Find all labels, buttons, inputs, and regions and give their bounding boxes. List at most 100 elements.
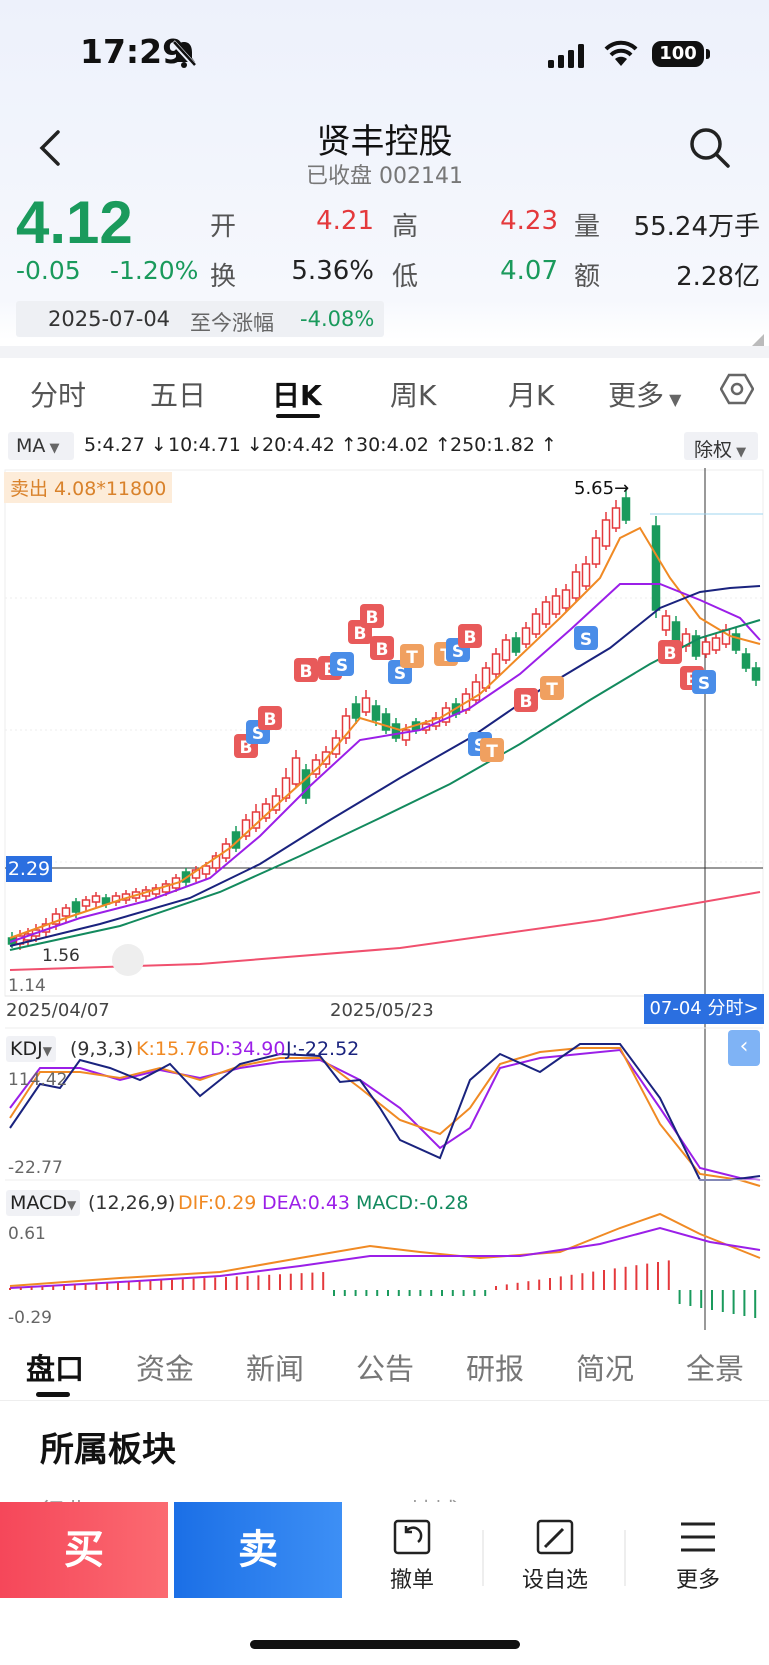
kdj-k-line — [9, 1047, 761, 1187]
tab-research[interactable]: 研报 — [466, 1352, 525, 1386]
trade-marker — [370, 636, 394, 660]
tab-more[interactable]: 更多 ▼ — [608, 379, 682, 412]
trade-marker-label: B — [464, 628, 477, 648]
price-change-pct: -1.20% — [110, 256, 199, 285]
low-value: 4.07 — [500, 256, 558, 286]
trade-marker-label: T — [546, 680, 558, 700]
tab-capital[interactable]: 资金 — [136, 1352, 195, 1386]
candle-body — [371, 705, 381, 721]
trade-marker-label: T — [406, 648, 418, 668]
tab-monthly-k[interactable]: 月K — [508, 379, 555, 412]
edit-watchlist-icon — [536, 1519, 574, 1555]
tab-divider — [0, 1400, 769, 1401]
ma-indicator-select[interactable]: MA ▼ — [8, 432, 74, 460]
expand-corner-icon[interactable] — [752, 334, 764, 346]
kdj-top-label: 114.42 — [8, 1070, 68, 1090]
candle-body — [691, 635, 701, 657]
tab-panorama[interactable]: 全景 — [686, 1352, 745, 1386]
tab-intraday[interactable]: 分时 — [30, 379, 87, 412]
amount-label: 额 — [574, 262, 601, 292]
macd-select-label: MACD — [10, 1192, 67, 1214]
adjust-select[interactable]: 除权 ▼ — [684, 432, 758, 461]
axis-min-label: 1.14 — [8, 976, 46, 996]
kdj-j-line — [9, 1043, 761, 1181]
cancel-order-button[interactable]: 撤单 — [362, 1518, 462, 1594]
tab-announcements[interactable]: 公告 — [356, 1352, 415, 1386]
candle-body — [51, 913, 61, 925]
candle-body — [301, 769, 311, 799]
high-label: 高 — [392, 212, 419, 242]
add-watchlist-button[interactable]: 设自选 — [505, 1518, 605, 1594]
candle-body — [611, 507, 621, 529]
volume-value: 55.24万手 — [633, 212, 760, 242]
turnover-value: 5.36% — [291, 256, 374, 286]
crosshair-price-tag: 2.29 — [6, 856, 52, 882]
trade-marker-label: B — [520, 692, 533, 712]
candle-body — [391, 723, 401, 739]
battery-tip — [706, 49, 710, 59]
trade-marker-label: S — [698, 674, 710, 694]
tab-weekly-k[interactable]: 周K — [390, 379, 437, 412]
tab-five-day[interactable]: 五日 — [150, 379, 207, 412]
open-label: 开 — [210, 212, 237, 242]
ma5-line — [9, 526, 761, 939]
trade-marker-label: B — [366, 608, 379, 628]
candle-body — [661, 615, 671, 631]
candle-body — [501, 639, 511, 661]
adjust-label: 除权 — [694, 439, 733, 461]
candle-body — [541, 601, 551, 625]
tab-orderbook[interactable]: 盘口 — [26, 1352, 85, 1386]
trade-marker-label: T — [486, 742, 498, 762]
macd-indicator-select[interactable]: MACD▼ — [6, 1190, 81, 1216]
kdj-k-value: K:15.76 — [136, 1038, 210, 1060]
section-divider — [0, 346, 769, 358]
candle-body — [751, 667, 761, 681]
candle-body — [401, 729, 411, 741]
open-value: 4.21 — [316, 206, 374, 236]
settings-hexagon-icon[interactable] — [720, 372, 754, 406]
kdj-bottom-label: -22.77 — [8, 1158, 63, 1178]
trade-marker — [658, 640, 682, 664]
mid-date-label: 2025/05/23 — [330, 1000, 434, 1021]
kline-chart[interactable]: BSBBBSBBBSTTSBSTBTSBBS — [0, 468, 769, 1330]
back-chevron-icon[interactable] — [36, 128, 64, 168]
macd-bottom-label: -0.29 — [8, 1308, 52, 1328]
macd-params: (12,26,9) — [88, 1192, 176, 1214]
candle-body — [731, 633, 741, 651]
low-price-label: 1.56 — [42, 946, 80, 966]
selected-date-intraday-button[interactable]: 07-04 分时> — [644, 994, 764, 1024]
search-icon[interactable] — [688, 126, 732, 170]
ma-select-label: MA — [16, 435, 46, 457]
candle-body — [741, 653, 751, 669]
home-indicator — [250, 1640, 520, 1649]
candle-body — [201, 865, 211, 875]
cancel-order-icon — [393, 1519, 431, 1555]
turnover-label: 换 — [210, 262, 237, 292]
kdj-indicator-select[interactable]: KDJ▼ — [6, 1036, 56, 1062]
candle-body — [601, 519, 611, 547]
since-change-box[interactable] — [16, 301, 384, 337]
tab-more-label: 更多 — [608, 379, 665, 412]
collapse-panel-button[interactable]: ‹ — [728, 1030, 760, 1066]
action-divider — [482, 1530, 484, 1586]
kdj-j-value: J:-22.52 — [286, 1038, 360, 1060]
tab-daily-k[interactable]: 日K — [272, 379, 322, 412]
trade-marker-label: S — [580, 630, 592, 650]
trade-marker-label: B — [264, 710, 277, 730]
tab-profile[interactable]: 简况 — [576, 1352, 635, 1386]
add-watchlist-label: 设自选 — [521, 1568, 588, 1593]
more-actions-button[interactable]: 更多 — [648, 1518, 748, 1594]
ma10-value: 10:4.71 ↓ — [168, 434, 263, 456]
cancel-order-label: 撤单 — [389, 1568, 434, 1593]
sell-button[interactable]: 卖 — [174, 1502, 342, 1598]
buy-button[interactable]: 买 — [0, 1502, 168, 1598]
peak-price-label: 5.65→ — [574, 478, 630, 499]
macd-dea-value: DEA:0.43 — [262, 1192, 351, 1214]
tab-news[interactable]: 新闻 — [246, 1352, 305, 1386]
fullscreen-button — [112, 944, 144, 976]
candle-body — [551, 595, 561, 615]
since-change-pct: -4.08% — [300, 307, 375, 331]
trade-marker — [540, 676, 564, 700]
ma10-line — [9, 583, 761, 943]
active-tab-underline — [276, 414, 320, 418]
